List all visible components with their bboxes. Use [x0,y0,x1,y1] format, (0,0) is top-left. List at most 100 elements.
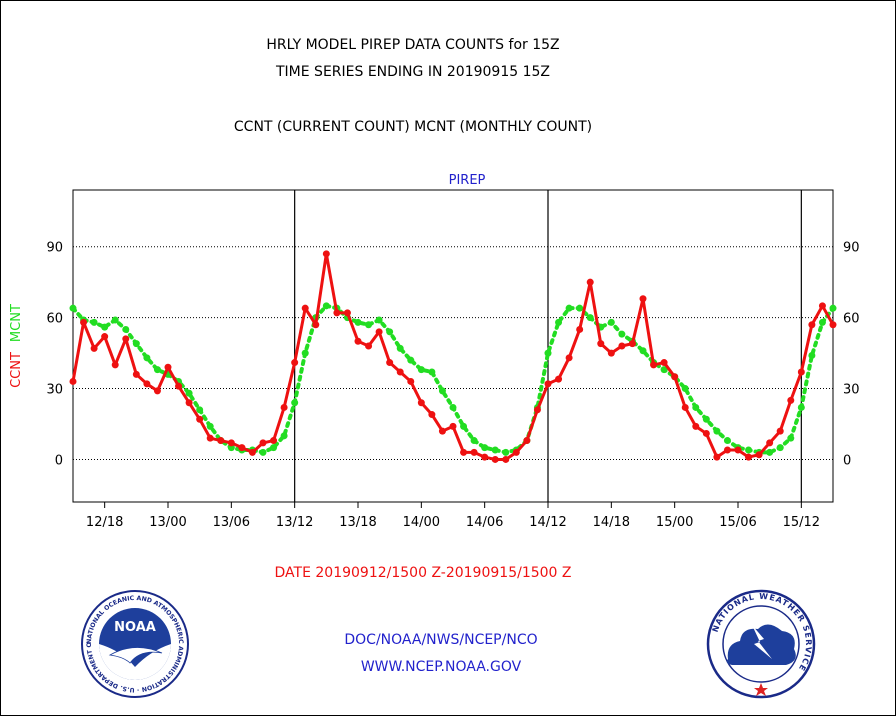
data-point-mcnt [428,368,436,376]
x-tick-label-14-00: 14/00 [403,515,440,530]
y-tick-label-right-30: 30 [843,383,860,398]
data-point-mcnt [618,330,626,338]
data-point-ccnt [818,302,826,310]
data-point-ccnt [797,368,805,376]
data-point-ccnt [671,373,679,381]
data-point-mcnt [555,318,563,326]
data-point-mcnt [692,403,700,411]
data-point-mcnt [491,446,499,454]
data-point-mcnt [818,318,826,326]
data-point-ccnt [153,387,161,395]
data-point-ccnt [206,434,214,442]
data-point-ccnt [618,342,626,350]
data-point-mcnt [829,304,837,312]
data-point-ccnt [723,446,731,454]
x-tick-label-12-18: 12/18 [86,515,123,530]
data-point-ccnt [196,415,204,423]
y-tick-label-right-90: 90 [843,241,860,256]
data-point-ccnt [90,344,98,352]
data-point-mcnt [797,403,805,411]
data-point-ccnt [428,411,436,419]
org-label: DOC/NOAA/NWS/NCEP/NCO [344,632,538,648]
data-point-ccnt [291,359,299,367]
chart-title-line-1: HRLY MODEL PIREP DATA COUNTS for 15Z [266,37,560,53]
data-point-mcnt [660,366,668,374]
data-point-ccnt [343,309,351,317]
plot-area-border [72,189,834,503]
data-point-mcnt [270,444,278,452]
data-point-mcnt [185,389,193,397]
y-tick-label-left-90: 90 [46,241,63,256]
data-point-mcnt [143,354,151,362]
date-range-label: DATE 20190912/1500 Z-20190915/1500 Z [274,565,572,581]
data-point-ccnt [681,403,689,411]
data-point-ccnt [491,455,499,463]
data-point-ccnt [301,304,309,312]
data-point-ccnt [565,354,573,362]
data-point-ccnt [417,399,425,407]
data-point-ccnt [101,333,109,341]
data-point-ccnt [692,422,700,430]
y-axis-label: CCNT MCNT [9,304,24,388]
data-point-ccnt [312,321,320,329]
x-tick-label-15-00: 15/00 [656,515,693,530]
data-point-mcnt [396,344,404,352]
data-point-mcnt [111,316,119,324]
data-point-mcnt [206,422,214,430]
data-point-ccnt [702,429,710,437]
data-point-mcnt [460,422,468,430]
data-point-mcnt [69,304,77,312]
data-point-mcnt [470,437,478,445]
data-point-mcnt [702,415,710,423]
data-point-ccnt [808,321,816,329]
data-point-mcnt [481,444,489,452]
data-point-mcnt [565,304,573,312]
data-point-mcnt [301,349,309,357]
data-point-ccnt [628,340,636,348]
data-point-ccnt [396,368,404,376]
data-point-mcnt [639,347,647,355]
data-point-ccnt [533,406,541,414]
data-point-ccnt [544,380,552,388]
data-point-mcnt [101,323,109,331]
data-point-ccnt [766,439,774,447]
x-tick-label-14-12: 14/12 [529,515,566,530]
data-point-ccnt [576,325,584,333]
data-point-ccnt [734,446,742,454]
data-point-ccnt [607,349,615,357]
data-point-ccnt [248,448,256,456]
noaa-logo-label: NOAA [114,620,156,635]
chart-subtitle: CCNT (CURRENT COUNT) MCNT (MONTHLY COUNT… [233,119,593,135]
data-point-ccnt [650,361,658,369]
data-point-mcnt [745,446,753,454]
data-point-ccnt [555,375,563,383]
data-point-ccnt [69,377,77,385]
data-point-ccnt [375,328,383,336]
y-tick-label-left-60: 60 [46,312,63,327]
data-point-mcnt [132,340,140,348]
data-point-ccnt [270,437,278,445]
y-axis-label-mcnt: MCNT [9,304,24,342]
data-point-ccnt [512,448,520,456]
x-tick-label-15-06: 15/06 [719,515,756,530]
data-point-mcnt [776,444,784,452]
data-point-ccnt [438,427,446,435]
x-tick-label-13-12: 13/12 [276,515,313,530]
x-tick-label-14-06: 14/06 [466,515,503,530]
data-point-ccnt [481,453,489,461]
data-point-ccnt [755,451,763,459]
data-point-ccnt [322,250,330,258]
data-point-mcnt [196,406,204,414]
data-point-ccnt [660,359,668,367]
y-tick-label-right-0: 0 [843,453,851,468]
data-point-mcnt [607,318,615,326]
x-tick-label-13-18: 13/18 [339,515,376,530]
data-point-mcnt [122,325,130,333]
data-point-ccnt [238,444,246,452]
data-point-ccnt [227,439,235,447]
data-point-mcnt [153,366,161,374]
data-point-ccnt [80,318,88,326]
x-tick-label-13-00: 13/00 [149,515,186,530]
data-point-mcnt [386,328,394,336]
data-point-mcnt [407,356,415,364]
